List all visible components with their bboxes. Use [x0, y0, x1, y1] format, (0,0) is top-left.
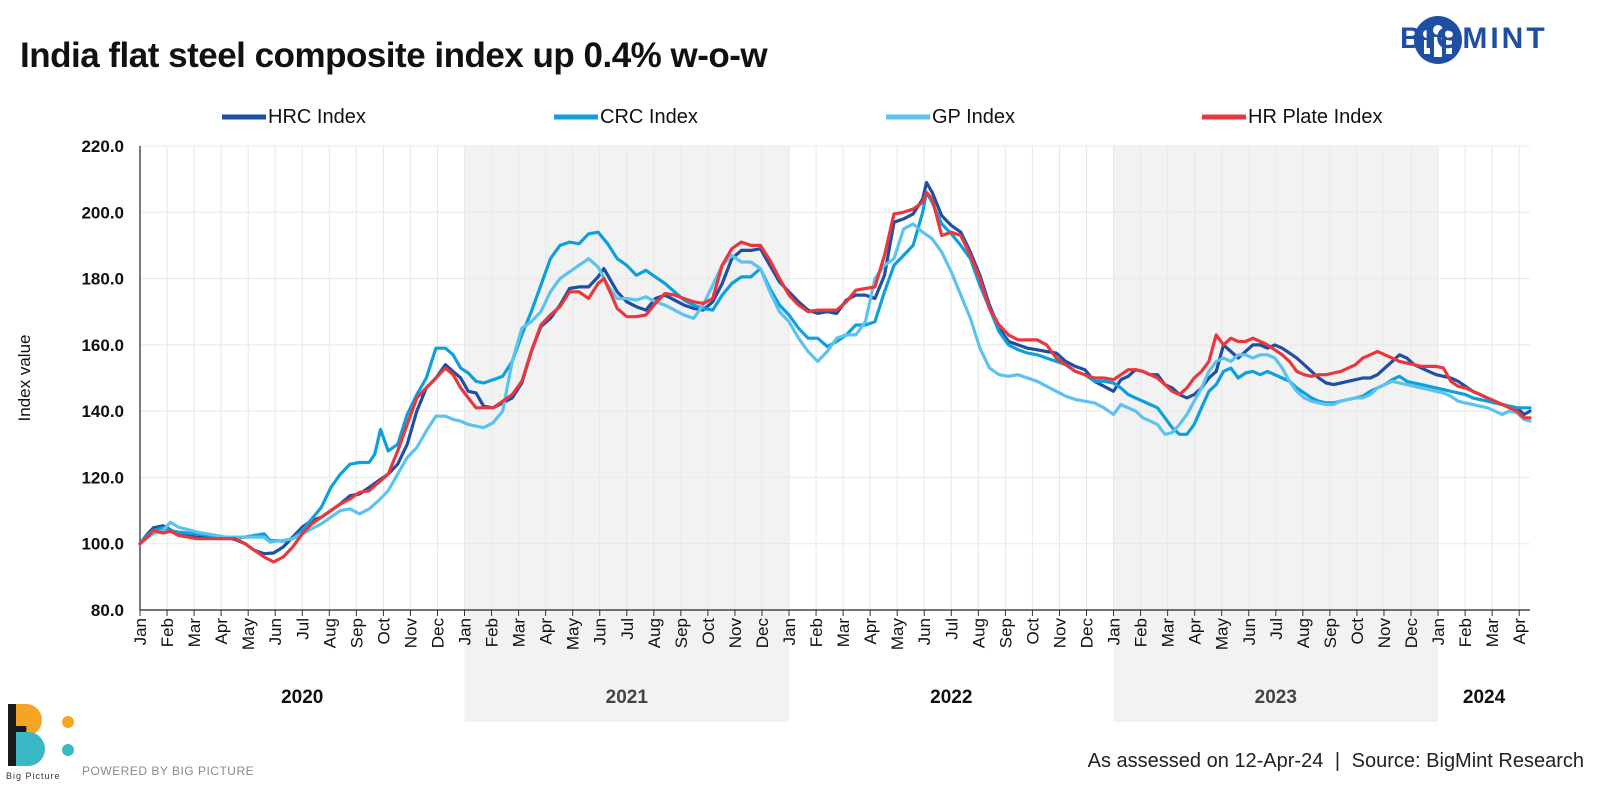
- x-tick-label: Jan: [131, 618, 150, 645]
- x-tick-label: Apr: [1510, 618, 1529, 645]
- year-label-2021: 2021: [606, 687, 649, 708]
- y-tick-label: 120.0: [81, 468, 124, 487]
- x-tick-label: Oct: [1023, 618, 1042, 645]
- y-tick-label: 220.0: [81, 137, 124, 156]
- x-tick-label: May: [564, 618, 583, 651]
- x-tick-label: Nov: [401, 618, 420, 649]
- x-tick-label: Feb: [1132, 618, 1151, 647]
- x-tick-label: Mar: [510, 618, 529, 648]
- x-tick-label: Oct: [699, 618, 718, 645]
- x-tick-label: Feb: [158, 618, 177, 647]
- x-tick-label: Aug: [969, 618, 988, 648]
- x-tick-label: Sep: [347, 618, 366, 648]
- x-tick-label: Feb: [807, 618, 826, 647]
- y-tick-label: 160.0: [81, 336, 124, 355]
- x-tick-label: Jun: [591, 618, 610, 645]
- y-tick-label: 80.0: [91, 601, 124, 620]
- series-line-hrc-index: [138, 180, 1532, 556]
- legend-label: CRC Index: [600, 106, 698, 128]
- y-tick-label: 200.0: [81, 203, 124, 222]
- assessed-date: As assessed on 12-Apr-24: [1087, 750, 1324, 772]
- x-tick-label: Jan: [1105, 618, 1124, 645]
- x-tick-label: Jan: [780, 618, 799, 645]
- brand-name: BIGMINT: [1400, 22, 1548, 55]
- x-tick-label: Sep: [672, 618, 691, 648]
- powered-by-text: POWERED BY BIG PICTURE: [82, 764, 255, 778]
- year-label-2024: 2024: [1463, 687, 1506, 708]
- x-tick-label: Aug: [1294, 618, 1313, 648]
- x-tick-label: Nov: [726, 618, 745, 649]
- x-tick-label: Aug: [645, 618, 664, 648]
- x-tick-label: Dec: [428, 618, 447, 649]
- x-tick-label: Mar: [1483, 618, 1502, 648]
- x-tick-label: Sep: [996, 618, 1015, 648]
- x-tick-label: Oct: [374, 618, 393, 645]
- x-tick-label: Nov: [1375, 618, 1394, 649]
- series-line-hr-plate-index: [138, 190, 1532, 564]
- x-tick-label: Jun: [1240, 618, 1259, 645]
- x-tick-label: Nov: [1050, 618, 1069, 649]
- bigmint-logo-icon: [1414, 16, 1462, 64]
- x-tick-label: Apr: [1186, 618, 1205, 645]
- series-line-gp-index: [138, 222, 1532, 546]
- x-tick-label: Feb: [483, 618, 502, 647]
- source-text: Source: BigMint Research: [1351, 750, 1584, 772]
- chart-title: India flat steel composite index up 0.4%…: [20, 36, 768, 75]
- x-tick-label: Jan: [456, 618, 475, 645]
- x-tick-label: Oct: [1348, 618, 1367, 645]
- footer-source-line: As assessed on 12-Apr-24 | Source: BigMi…: [1088, 750, 1584, 773]
- x-tick-label: Mar: [1159, 618, 1178, 648]
- x-tick-label: Feb: [1456, 618, 1475, 647]
- x-tick-label: Jul: [618, 618, 637, 640]
- x-tick-label: Apr: [212, 618, 231, 645]
- y-tick-label: 140.0: [81, 402, 124, 421]
- x-tick-label: Jun: [915, 618, 934, 645]
- footer-separator: |: [1334, 750, 1341, 772]
- big-picture-logo-icon: [8, 704, 74, 766]
- x-tick-label: Aug: [320, 618, 339, 648]
- x-tick-label: Apr: [861, 618, 880, 645]
- legend-label: HR Plate Index: [1248, 106, 1383, 128]
- x-tick-label: Mar: [185, 618, 204, 648]
- x-tick-label: Dec: [1402, 618, 1421, 649]
- x-tick-label: Apr: [537, 618, 556, 645]
- year-label-2023: 2023: [1255, 687, 1297, 708]
- legend-label: GP Index: [932, 106, 1015, 128]
- x-tick-label: May: [239, 618, 258, 651]
- year-label-2020: 2020: [281, 687, 323, 708]
- x-tick-label: Jun: [266, 618, 285, 645]
- y-tick-label: 100.0: [81, 535, 124, 554]
- legend-label: HRC Index: [268, 106, 366, 128]
- year-label-2022: 2022: [930, 687, 972, 708]
- x-tick-label: May: [1213, 618, 1232, 651]
- big-picture-caption: Big Picture: [6, 771, 61, 781]
- y-tick-label: 180.0: [81, 270, 124, 289]
- x-tick-label: Jul: [942, 618, 961, 640]
- y-axis-label: Index value: [15, 335, 34, 422]
- x-tick-label: Mar: [834, 618, 853, 648]
- x-tick-label: Jul: [1267, 618, 1286, 640]
- x-tick-label: Dec: [1077, 618, 1096, 649]
- x-tick-label: Dec: [753, 618, 772, 649]
- x-tick-label: Sep: [1321, 618, 1340, 648]
- x-tick-label: Jan: [1429, 618, 1448, 645]
- x-tick-label: May: [888, 618, 907, 651]
- x-tick-label: Jul: [293, 618, 312, 640]
